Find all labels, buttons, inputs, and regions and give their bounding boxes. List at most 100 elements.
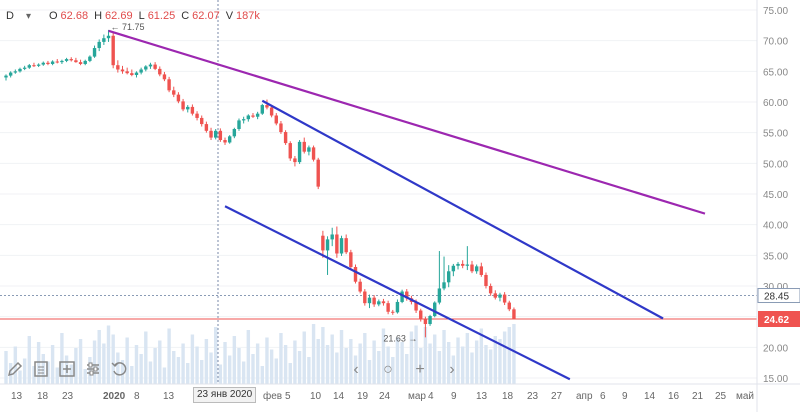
- low-value: 61.25: [147, 10, 176, 22]
- volume-bar: [288, 363, 292, 384]
- candle-body: [419, 310, 423, 320]
- candle-body: [507, 302, 511, 310]
- candle-body: [200, 117, 204, 125]
- volume-bar: [349, 339, 353, 384]
- candle-body: [335, 234, 339, 254]
- zoom-in-icon[interactable]: +: [415, 361, 425, 378]
- x-tick-label: мар: [408, 391, 426, 402]
- candle-body: [414, 301, 418, 311]
- candle-body: [456, 263, 460, 266]
- x-tick-label: 18: [502, 391, 514, 402]
- candle-body: [302, 141, 306, 152]
- chevron-right-icon[interactable]: ›: [449, 361, 455, 378]
- candle-body: [69, 59, 73, 61]
- volume-bar: [148, 361, 153, 384]
- candle-body: [474, 266, 479, 272]
- candle-body: [22, 67, 27, 69]
- candle-body: [55, 61, 59, 63]
- y-tick-label: 50.00: [763, 159, 788, 170]
- volume-bar: [27, 336, 31, 384]
- notes-icon[interactable]: [30, 358, 52, 380]
- candle-body: [251, 115, 255, 117]
- volume-bar: [46, 361, 50, 384]
- x-tick-label: 25: [715, 391, 727, 402]
- y-tick-label: 30.00: [763, 282, 788, 293]
- candle-body: [88, 56, 92, 61]
- candle-body: [190, 106, 195, 114]
- volume-bar: [97, 330, 101, 384]
- purple-trendline: [108, 29, 706, 215]
- volume-bar: [36, 342, 41, 384]
- volume-bar: [358, 343, 362, 384]
- candle-body: [106, 35, 111, 39]
- candle-body: [139, 69, 143, 73]
- volume-bar: [251, 354, 255, 384]
- undo-icon[interactable]: [108, 358, 130, 380]
- candle-body: [316, 159, 320, 187]
- candle-body: [158, 68, 162, 75]
- volume-bar: [130, 366, 134, 384]
- x-tick-label: 14: [644, 391, 656, 402]
- volume-bar: [260, 366, 264, 384]
- symbol-label[interactable]: D: [6, 10, 14, 22]
- volume-bar: [181, 343, 185, 384]
- volume-bar: [18, 370, 22, 384]
- candle-body: [13, 71, 18, 73]
- add-indicator-icon[interactable]: [56, 358, 78, 380]
- candle-body: [46, 62, 50, 64]
- x-tick-label: 27: [551, 391, 563, 402]
- candle-body: [125, 71, 129, 74]
- candle-body: [372, 297, 376, 305]
- y-tick-label: 70.00: [763, 37, 788, 48]
- candle-body: [241, 119, 246, 121]
- candle-body: [479, 266, 484, 275]
- candle-body: [176, 94, 181, 102]
- candle-body: [227, 136, 232, 143]
- volume-bar: [409, 331, 414, 384]
- candle-body: [321, 235, 325, 251]
- candle-body: [274, 115, 278, 124]
- candle-body: [181, 101, 185, 110]
- volume-bar: [297, 351, 302, 384]
- volume-bar: [22, 358, 27, 384]
- candle-body: [428, 316, 432, 325]
- last-price-label: 24.62: [764, 315, 789, 326]
- volume-bar: [255, 343, 260, 384]
- volume-bar: [125, 337, 129, 384]
- volume-bar: [50, 345, 55, 384]
- y-tick-label: 60.00: [763, 98, 788, 109]
- candle-body: [339, 238, 344, 254]
- y-tick-label: 40.00: [763, 221, 788, 232]
- volume-bar: [158, 340, 162, 384]
- volume-bar: [395, 337, 400, 384]
- candle-body: [204, 124, 209, 131]
- marker-price-label: 28.45: [764, 292, 789, 303]
- volume-bar: [428, 343, 432, 384]
- chevron-down-icon[interactable]: ▾: [25, 10, 31, 22]
- y-tick-label: 20.00: [763, 343, 788, 354]
- candle-body: [405, 291, 409, 299]
- volume-bar: [153, 348, 157, 384]
- reset-icon[interactable]: ○: [383, 361, 393, 378]
- volume-bar: [60, 333, 64, 384]
- chart-legend: D ▾ O 62.68 H 62.69 L 61.25 C 62.07 V 18…: [6, 8, 260, 24]
- volume-bar: [498, 339, 502, 384]
- candle-body: [293, 158, 297, 163]
- candle-body: [111, 35, 115, 66]
- candle-body: [162, 74, 167, 80]
- candle-body: [381, 301, 386, 304]
- candle-body: [437, 288, 442, 303]
- x-tick-label: 9: [451, 391, 457, 402]
- candle-body: [148, 64, 153, 67]
- settings-icon[interactable]: [82, 358, 104, 380]
- volume-bar: [316, 339, 320, 384]
- volume-bar: [325, 345, 330, 384]
- chevron-left-icon[interactable]: ‹: [353, 361, 359, 378]
- volume-bar: [269, 349, 274, 384]
- volume-bar: [363, 333, 367, 384]
- candle-body: [223, 140, 227, 143]
- pencil-icon[interactable]: [4, 358, 26, 380]
- volume-bar: [214, 327, 218, 384]
- candle-body: [246, 115, 251, 120]
